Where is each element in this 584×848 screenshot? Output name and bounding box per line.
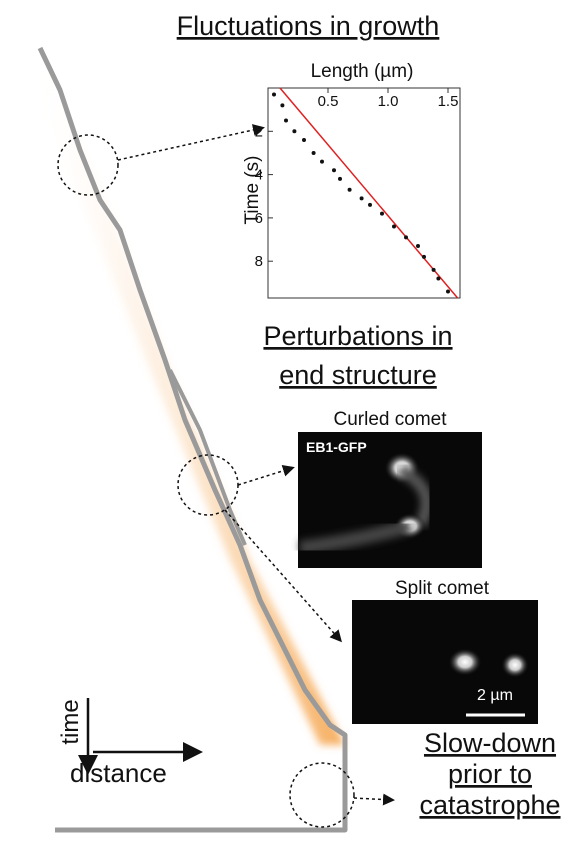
data-point	[348, 188, 352, 192]
time-label: time	[57, 699, 84, 744]
y-tick-label: 8	[255, 253, 263, 270]
section-title: Perturbations in	[263, 321, 452, 351]
note: Slow-down	[424, 728, 556, 758]
data-point	[280, 103, 284, 107]
fit-line	[280, 88, 458, 298]
data-point	[446, 290, 450, 294]
section-title: end structure	[279, 360, 437, 390]
data-point	[380, 212, 384, 216]
data-point	[292, 129, 296, 133]
data-point	[332, 168, 336, 172]
data-point	[392, 225, 396, 229]
note: prior to	[448, 759, 532, 789]
x-tick-label: 1.0	[378, 93, 399, 110]
split-image: 2 µm	[352, 600, 538, 724]
data-point	[416, 244, 420, 248]
data-point	[404, 235, 408, 239]
image-label: Curled comet	[334, 409, 448, 430]
x-tick-label: 1.5	[438, 93, 459, 110]
note: catastrophe	[419, 790, 560, 820]
y-tick-label: 6	[255, 210, 263, 227]
image-label: Split comet	[395, 578, 490, 599]
title: Fluctuations in growth	[177, 11, 440, 41]
data-point	[368, 203, 372, 207]
y-tick-label: 2	[255, 123, 263, 140]
data-point	[272, 92, 276, 96]
figure: Fluctuations in growth Length (µm) Time …	[0, 0, 584, 848]
data-point	[360, 196, 364, 200]
scale-label: 2 µm	[477, 687, 513, 704]
data-point	[320, 160, 324, 164]
x-axis-label: Length (µm)	[311, 61, 414, 82]
data-point	[302, 138, 306, 142]
data-point	[432, 268, 436, 272]
data-point	[312, 151, 316, 155]
x-tick-label: 0.5	[318, 93, 339, 110]
data-point	[338, 177, 342, 181]
image-tag: EB1-GFP	[306, 439, 367, 455]
curled-image: EB1-GFP	[298, 432, 482, 568]
data-point	[284, 118, 288, 122]
distance-label: distance	[70, 758, 167, 788]
y-tick-label: 4	[255, 167, 263, 184]
data-point	[436, 277, 440, 281]
data-point	[422, 255, 426, 259]
